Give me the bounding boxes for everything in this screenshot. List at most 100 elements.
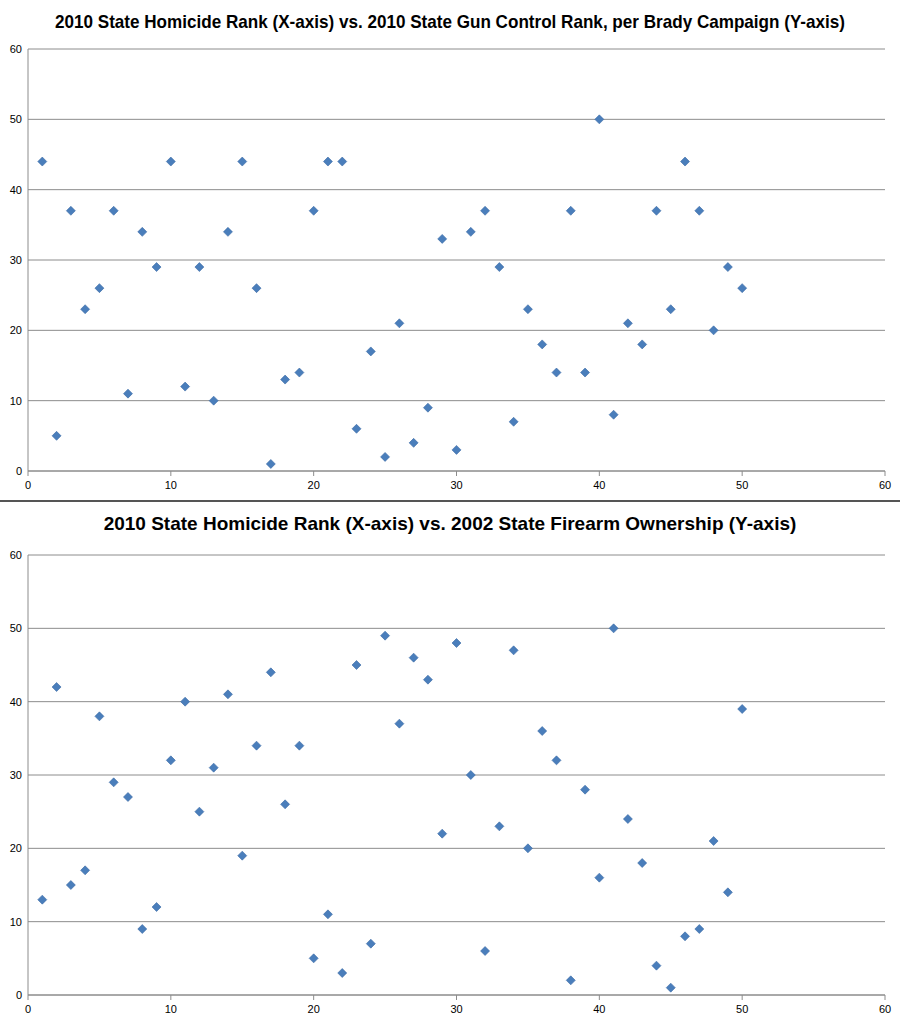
- data-point: [595, 115, 604, 124]
- data-point: [266, 459, 275, 468]
- x-tick-label: 50: [736, 479, 748, 491]
- y-tick-label: 60: [10, 549, 22, 561]
- y-tick-label: 0: [16, 465, 22, 477]
- data-point: [523, 305, 532, 314]
- data-point: [709, 837, 718, 846]
- data-point: [609, 410, 618, 419]
- x-tick-label: 30: [450, 1003, 462, 1015]
- data-point: [581, 368, 590, 377]
- data-point: [552, 756, 561, 765]
- x-tick-label: 20: [308, 1003, 320, 1015]
- data-point: [438, 234, 447, 243]
- y-axis: [28, 49, 29, 471]
- x-tick: [28, 995, 29, 1000]
- data-point: [295, 741, 304, 750]
- chart-panel: 2010 State Homicide Rank (X-axis) vs. 20…: [10, 11, 891, 491]
- data-point: [652, 206, 661, 215]
- x-tick-label: 10: [165, 479, 177, 491]
- chart-title: 2010 State Homicide Rank (X-axis) vs. 20…: [55, 11, 845, 32]
- grid-line: [28, 555, 885, 556]
- data-point: [366, 939, 375, 948]
- data-point: [152, 903, 161, 912]
- x-tick-label: 10: [165, 1003, 177, 1015]
- grid-line: [28, 49, 885, 50]
- data-point: [509, 417, 518, 426]
- panel-separator: [0, 500, 900, 502]
- data-point: [338, 969, 347, 978]
- data-point: [466, 227, 475, 236]
- y-tick-label: 40: [10, 696, 22, 708]
- y-tick-label: 20: [10, 842, 22, 854]
- grid-line: [28, 628, 885, 629]
- data-point: [238, 157, 247, 166]
- data-point: [52, 431, 61, 440]
- data-point: [309, 206, 318, 215]
- grid-line: [28, 921, 885, 922]
- data-point: [738, 284, 747, 293]
- data-point: [295, 368, 304, 377]
- data-point: [423, 675, 432, 684]
- data-point: [66, 881, 75, 890]
- grid-line: [28, 400, 885, 401]
- y-tick-label: 30: [10, 254, 22, 266]
- data-point: [109, 778, 118, 787]
- grid-line: [28, 775, 885, 776]
- data-point: [395, 719, 404, 728]
- data-point: [538, 340, 547, 349]
- data-point: [166, 756, 175, 765]
- data-point: [109, 206, 118, 215]
- data-point: [52, 683, 61, 692]
- data-point: [381, 452, 390, 461]
- x-tick-label: 40: [593, 1003, 605, 1015]
- data-point: [66, 206, 75, 215]
- data-point: [666, 305, 675, 314]
- grid-line: [28, 701, 885, 702]
- grid-line: [28, 848, 885, 849]
- data-point: [223, 690, 232, 699]
- data-point: [495, 263, 504, 272]
- data-point: [652, 961, 661, 970]
- data-point: [595, 873, 604, 882]
- data-point: [638, 340, 647, 349]
- data-point: [738, 705, 747, 714]
- x-tick-label: 30: [450, 479, 462, 491]
- data-point: [509, 646, 518, 655]
- x-tick: [742, 471, 743, 476]
- data-point: [138, 925, 147, 934]
- data-point: [195, 263, 204, 272]
- x-tick: [313, 995, 314, 1000]
- data-point: [181, 697, 190, 706]
- data-point: [152, 263, 161, 272]
- y-axis: [28, 555, 29, 995]
- data-point: [38, 895, 47, 904]
- data-point: [323, 910, 332, 919]
- data-point: [409, 653, 418, 662]
- data-point: [209, 396, 218, 405]
- data-point: [195, 807, 204, 816]
- x-tick-label: 40: [593, 479, 605, 491]
- chart-canvas: 2010 State Homicide Rank (X-axis) vs. 20…: [0, 0, 900, 1029]
- data-point: [166, 157, 175, 166]
- y-tick-label: 10: [10, 916, 22, 928]
- data-point: [266, 668, 275, 677]
- y-tick-label: 10: [10, 395, 22, 407]
- data-point: [409, 438, 418, 447]
- x-tick-label: 60: [879, 479, 891, 491]
- x-tick: [313, 471, 314, 476]
- x-tick: [599, 471, 600, 476]
- data-point: [709, 326, 718, 335]
- data-point: [452, 445, 461, 454]
- x-tick: [456, 471, 457, 476]
- y-tick-label: 30: [10, 769, 22, 781]
- data-point: [666, 983, 675, 992]
- data-point: [95, 712, 104, 721]
- data-point: [252, 741, 261, 750]
- y-tick-label: 50: [10, 622, 22, 634]
- data-point: [695, 925, 704, 934]
- data-point: [466, 771, 475, 780]
- data-point: [123, 793, 132, 802]
- data-point: [523, 844, 532, 853]
- data-point: [438, 829, 447, 838]
- data-point: [281, 375, 290, 384]
- y-tick-label: 20: [10, 324, 22, 336]
